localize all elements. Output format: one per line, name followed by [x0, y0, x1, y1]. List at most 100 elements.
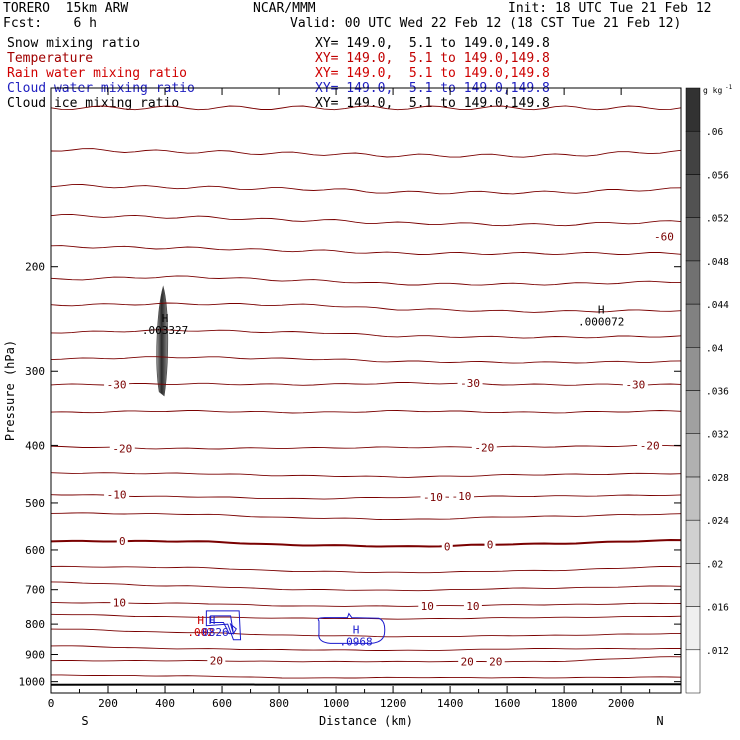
temperature-contour — [50, 512, 682, 521]
contour-label-bg — [109, 442, 135, 455]
temperature-contour — [51, 674, 682, 679]
field-xy-temperature: XY= 149.0, 5.1 to 149.0,149.8 — [315, 51, 550, 66]
contour-label-bg — [651, 230, 677, 243]
colorbar-level-label: .052 — [706, 214, 729, 225]
maximum-marker: H — [598, 304, 605, 317]
temperature-contour — [50, 410, 682, 414]
snow-mixing-ratio-shading — [156, 285, 169, 397]
x-tick-label: 0 — [48, 697, 55, 710]
maximum-value: .0826 — [196, 626, 229, 639]
temperature-contour — [50, 565, 682, 574]
field-xy-rain: XY= 149.0, 5.1 to 149.0,149.8 — [315, 66, 550, 81]
y-tick-label: 600 — [25, 544, 45, 557]
colorbar-segment — [685, 217, 701, 262]
temperature-contour — [50, 148, 682, 158]
contour-label-bg — [116, 535, 128, 548]
colorbar-level-label: .056 — [706, 170, 729, 181]
x-tick-label: 400 — [155, 697, 175, 710]
colorbar-segment — [685, 606, 701, 651]
temperature-contour-label: 0 — [119, 535, 126, 548]
colorbar-level-label: .028 — [706, 473, 729, 484]
y-tick-label: 700 — [25, 584, 45, 597]
contour-label-bg — [110, 596, 129, 609]
temperature-contour — [50, 245, 682, 256]
colorbar-level-label: .044 — [706, 300, 729, 311]
contour-label-bg — [104, 378, 130, 391]
temperature-contour-label: -10 — [107, 489, 127, 502]
contour-label-bg — [486, 655, 505, 668]
temperature-contour — [50, 494, 682, 500]
colorbar-unit-exponent: -1 — [725, 84, 733, 91]
cloud-water-contour — [317, 612, 386, 644]
field-name-snow: Snow mixing ratio — [7, 36, 141, 51]
temperature-contour-label: 20 — [210, 655, 223, 668]
temperature-contour-label: 20 — [461, 656, 474, 669]
cloud-water-contour — [229, 622, 237, 635]
temperature-contour-label: 0 — [444, 540, 451, 553]
temperature-contour — [50, 302, 682, 313]
south-end-label: S — [81, 714, 88, 728]
field-xy-snow: XY= 149.0, 5.1 to 149.0,149.8 — [315, 36, 550, 51]
contour-label-bg — [448, 490, 474, 503]
temperature-contour-label: -30 — [625, 379, 645, 392]
valid-time: Valid: 00 UTC Wed 22 Feb 12 (18 CST Tue … — [290, 16, 682, 31]
x-tick-label: 1000 — [323, 697, 350, 710]
colorbar-segment — [685, 174, 701, 218]
temperature-contour — [50, 601, 682, 607]
colorbar-level-label: .02 — [706, 559, 723, 570]
temperature-contour — [50, 645, 681, 651]
contour-label-bg — [104, 488, 130, 501]
temperature-contour-label: 10 — [466, 600, 479, 613]
contour-label-bg — [457, 377, 483, 390]
colorbar-level-label: .032 — [706, 430, 729, 441]
contour-label-bg — [418, 600, 437, 613]
temperature-contour — [50, 613, 682, 620]
cloud-water-contour — [205, 610, 242, 641]
x-tick-label: 1400 — [437, 697, 464, 710]
colorbar-segment — [685, 563, 701, 607]
temperature-contour — [50, 356, 682, 364]
temperature-contour — [50, 581, 682, 592]
temperature-contour — [50, 444, 682, 450]
colorbar-segment — [685, 433, 701, 478]
colorbar-segment — [685, 260, 701, 305]
colorbar-unit: g kg — [703, 86, 722, 95]
temperature-contour-label: -10 — [452, 490, 472, 503]
colorbar-segment — [685, 347, 701, 391]
x-tick-label: 1200 — [380, 697, 407, 710]
y-tick-label: 1000 — [19, 676, 46, 689]
maximum-marker: H — [353, 624, 360, 637]
ground-surface-line — [50, 683, 682, 686]
colorbar-segment — [685, 130, 701, 175]
temperature-contour-label: -30 — [107, 379, 127, 392]
colorbar-level-label: .036 — [706, 387, 729, 398]
north-end-label: N — [656, 714, 663, 728]
colorbar-segment — [685, 87, 701, 132]
x-tick-label: 200 — [98, 697, 118, 710]
contour-label-bg — [441, 540, 453, 553]
contour-label-bg — [637, 439, 663, 452]
maximum-value: .003327 — [142, 324, 188, 337]
y-tick-label: 800 — [25, 618, 45, 631]
x-tick-label: 2000 — [608, 697, 635, 710]
field-name-cloud-ice: Cloud ice mixing ratio — [7, 96, 180, 111]
temperature-contour — [50, 329, 682, 339]
maximum-value: .002 — [187, 626, 214, 639]
x-tick-label: 800 — [269, 697, 289, 710]
temperature-contour-label: 20 — [489, 656, 502, 669]
colorbar-level-label: .06 — [706, 127, 723, 138]
init-time: Init: 18 UTC Tue 21 Feb 12 — [508, 1, 712, 16]
temperature-contour-label: -20 — [640, 439, 660, 452]
forecast-hour: Fcst: 6 h — [3, 16, 97, 31]
model-title: TORERO 15km ARW — [3, 1, 129, 16]
contour-label-bg — [622, 378, 648, 391]
temperature-contour — [50, 656, 682, 663]
temperature-contour — [50, 381, 682, 386]
temperature-contour — [50, 275, 682, 286]
temperature-contour — [50, 538, 682, 548]
x-axis-label: Distance (km) — [319, 714, 413, 728]
colorbar-segment — [685, 303, 701, 348]
temperature-contour-label: -60 — [654, 231, 674, 244]
maximum-marker: H — [209, 614, 216, 627]
